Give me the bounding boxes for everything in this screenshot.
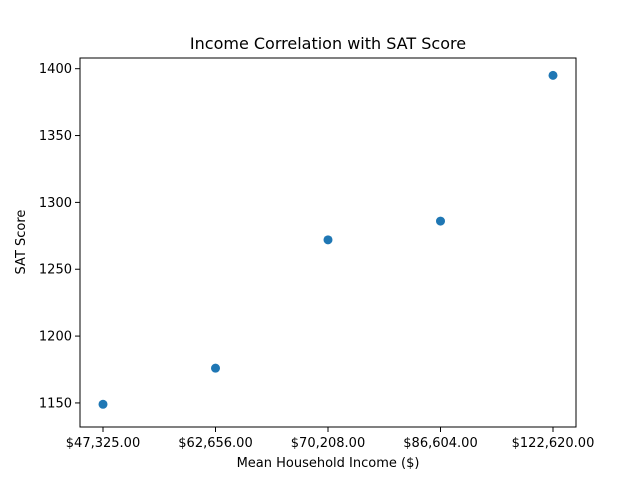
y-tick-label: 1200 bbox=[39, 330, 72, 345]
x-ticks-layer: $47,325.00 $62,656.00 $70,208.00 $86,604.00… bbox=[66, 427, 595, 451]
plot-frame bbox=[79, 57, 577, 428]
x-tick-label: $47,325.00 bbox=[66, 436, 140, 451]
data-point bbox=[548, 70, 558, 80]
y-tick-label: 1300 bbox=[39, 196, 72, 211]
data-point bbox=[98, 399, 108, 409]
x-tick-label: $86,604.00 bbox=[403, 436, 477, 451]
points-layer bbox=[98, 70, 558, 409]
x-tick-label: $62,656.00 bbox=[178, 436, 252, 451]
data-point bbox=[436, 216, 445, 226]
x-tick-label: $122,620.00 bbox=[512, 436, 595, 451]
y-tick-label: 1250 bbox=[39, 263, 72, 278]
x-axis-label: Mean Household Income ($) bbox=[237, 456, 420, 471]
y-tick-label: 1150 bbox=[39, 396, 72, 411]
y-axis-label: SAT Score bbox=[14, 210, 29, 275]
chart-title: Income Correlation with SAT Score bbox=[190, 34, 466, 53]
y-ticks-layer: 1150 1200 1250 1300 1350 1400 bbox=[39, 62, 80, 411]
data-point bbox=[211, 363, 220, 373]
data-point bbox=[323, 235, 333, 245]
x-tick-label: $70,208.00 bbox=[291, 436, 365, 451]
y-tick-label: 1400 bbox=[39, 62, 72, 77]
y-tick-label: 1350 bbox=[39, 129, 72, 144]
